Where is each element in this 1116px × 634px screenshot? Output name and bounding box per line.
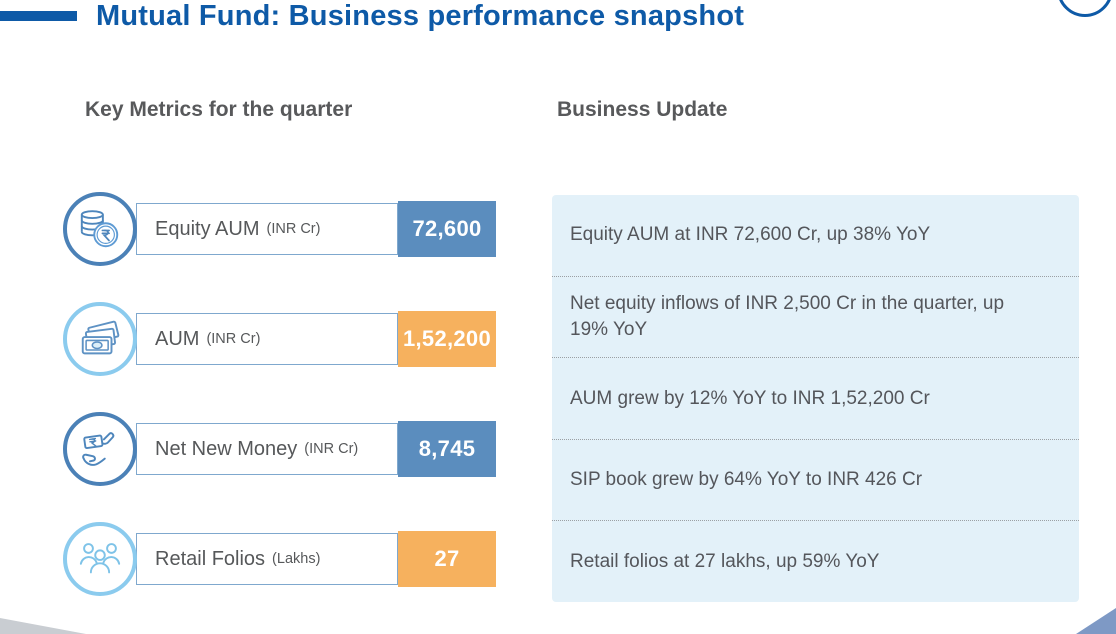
update-text: Retail folios at 27 lakhs, up 59% YoY [570, 550, 880, 572]
metric-label: Equity AUM [155, 217, 260, 240]
metric-icon-circle [63, 192, 137, 266]
bottom-left-triangle [0, 618, 86, 634]
update-text: Net equity inflows of INR 2,500 Cr in th… [570, 293, 1005, 340]
update-text: SIP book grew by 64% YoY to INR 426 Cr [570, 469, 923, 491]
update-item: SIP book grew by 64% YoY to INR 426 Cr [552, 438, 1079, 521]
metric-label-bar: Retail Folios (Lakhs) [136, 533, 398, 585]
key-metrics-heading: Key Metrics for the quarter [85, 98, 353, 121]
metric-label-bar: Equity AUM (INR Cr) [136, 203, 398, 255]
metric-value: 72,600 [398, 201, 496, 257]
update-item: Retail folios at 27 lakhs, up 59% YoY [552, 520, 1079, 602]
metric-label: AUM [155, 327, 200, 350]
update-item: Equity AUM at INR 72,600 Cr, up 38% YoY [552, 195, 1079, 276]
metric-label-bar: Net New Money (INR Cr) [136, 423, 398, 475]
metric-value: 27 [398, 531, 496, 587]
metric-label-bar: AUM (INR Cr) [136, 313, 398, 365]
metric-unit: (INR Cr) [304, 441, 359, 457]
bottom-right-triangle [1076, 608, 1116, 634]
update-text: AUM grew by 12% YoY to INR 1,52,200 Cr [570, 387, 930, 409]
metric-label: Net New Money [155, 437, 298, 460]
metric-icon-circle [63, 412, 137, 486]
metric-unit: (INR Cr) [266, 221, 321, 237]
corner-logo-circle [1057, 0, 1113, 17]
coins-rupee-icon [80, 210, 119, 248]
update-text: Equity AUM at INR 72,600 Cr, up 38% YoY [570, 224, 931, 246]
people-group-icon [79, 543, 121, 574]
update-item: Net equity inflows of INR 2,500 Cr in th… [552, 275, 1079, 358]
update-item: AUM grew by 12% YoY to INR 1,52,200 Cr [552, 357, 1079, 439]
metric-icon-circle [63, 522, 137, 596]
metric-row-net-new-money: Net New Money (INR Cr) 8,745 [63, 412, 496, 486]
metric-value: 8,745 [398, 421, 496, 477]
metric-row-aum: AUM (INR Cr) 1,52,200 [63, 302, 496, 376]
business-update-panel: Equity AUM at INR 72,600 Cr, up 38% YoY … [552, 195, 1079, 602]
hand-money-icon [82, 432, 115, 466]
metric-label: Retail Folios [155, 547, 266, 570]
banknotes-icon [81, 320, 120, 355]
page-title: Mutual Fund: Business performance snapsh… [96, 0, 745, 32]
metric-row-retail-folios: Retail Folios (Lakhs) 27 [63, 522, 496, 596]
metric-row-equity-aum: Equity AUM (INR Cr) 72,600 [63, 192, 496, 266]
metric-unit: (Lakhs) [272, 551, 321, 567]
metric-value: 1,52,200 [398, 311, 496, 367]
metric-unit: (INR Cr) [206, 331, 261, 347]
business-update-heading: Business Update [557, 98, 728, 121]
metric-icon-circle [63, 302, 137, 376]
title-accent-bar [0, 11, 77, 21]
